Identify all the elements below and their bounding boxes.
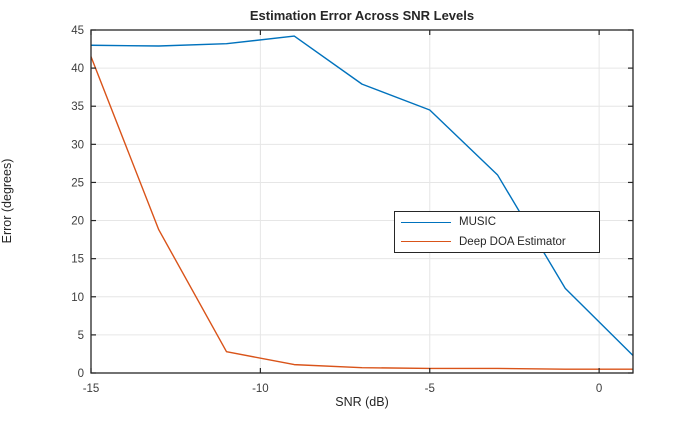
- svg-text:-10: -10: [252, 383, 269, 395]
- legend-item-deep-doa: Deep DOA Estimator: [395, 233, 599, 251]
- y-tick-labels: 0 5 10 15 20 25 30 35 40 45: [71, 25, 84, 380]
- svg-text:45: 45: [71, 25, 84, 37]
- legend-item-music: MUSIC: [395, 213, 599, 231]
- svg-text:5: 5: [78, 330, 84, 342]
- legend: MUSIC Deep DOA Estimator: [394, 211, 600, 253]
- svg-text:40: 40: [71, 63, 84, 75]
- svg-text:30: 30: [71, 139, 84, 151]
- svg-text:10: 10: [71, 292, 84, 304]
- legend-label-deep-doa: Deep DOA Estimator: [459, 235, 566, 248]
- svg-text:0: 0: [596, 383, 602, 395]
- x-axis-label: SNR (dB): [335, 395, 389, 409]
- y-axis-label: Error (degrees): [0, 158, 14, 244]
- legend-label-music: MUSIC: [459, 216, 497, 229]
- grid-lines: [91, 30, 633, 373]
- series-line-1: [90, 56, 633, 370]
- svg-text:0: 0: [78, 368, 84, 380]
- x-tick-labels: -15 -10 -5 0: [83, 383, 603, 395]
- axes-box: [90, 29, 634, 374]
- series-lines: [90, 35, 634, 370]
- svg-text:-5: -5: [425, 383, 435, 395]
- legend-line-sample-music: [401, 221, 451, 223]
- svg-text:-15: -15: [83, 383, 100, 395]
- series-line-0: [90, 35, 634, 356]
- chart-title: Estimation Error Across SNR Levels: [249, 8, 475, 23]
- svg-text:15: 15: [71, 254, 84, 266]
- tick-marks: [90, 29, 633, 374]
- svg-text:20: 20: [71, 216, 84, 228]
- svg-text:35: 35: [71, 101, 84, 113]
- svg-text:25: 25: [71, 177, 84, 189]
- legend-line-sample-deep-doa: [401, 241, 451, 243]
